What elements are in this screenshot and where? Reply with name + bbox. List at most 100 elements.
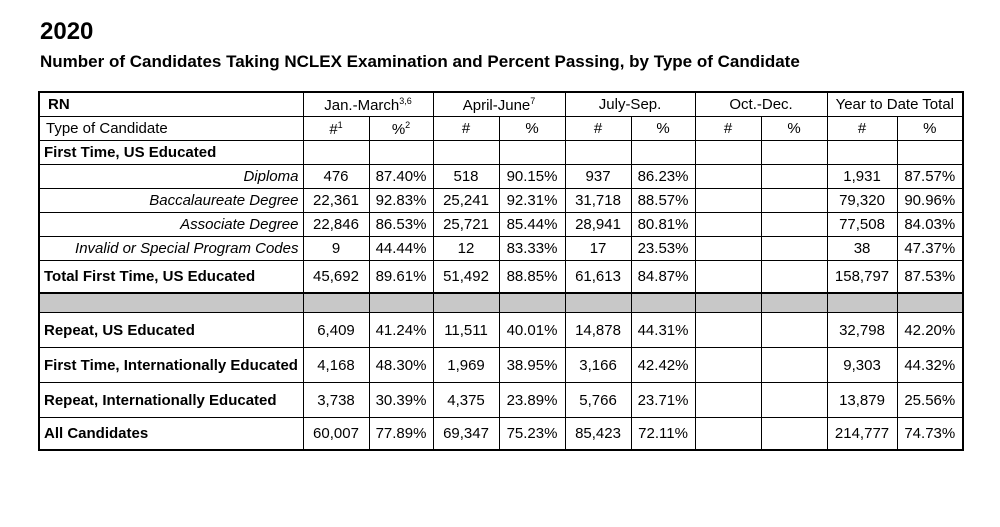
table-row: Baccalaureate Degree 22,361 92.83% 25,24… — [38, 188, 964, 213]
all-candidates-row: All Candidates 60,007 77.89% 69,347 75.2… — [38, 417, 964, 451]
cell-value: 86.23% — [630, 164, 696, 189]
cell-empty — [694, 236, 762, 261]
cell-value: 69,347 — [432, 417, 500, 451]
cell-empty — [694, 212, 762, 237]
row-label: All Candidates — [38, 417, 304, 451]
header-row: RN Jan.-March3,6 April-June7 July-Sep. O… — [38, 91, 964, 117]
cell-value: 1,931 — [826, 164, 898, 189]
page-subtitle: Number of Candidates Taking NCLEX Examin… — [40, 52, 800, 71]
cell-value: 77.89% — [368, 417, 434, 451]
cell-empty — [760, 312, 828, 348]
row-label: Repeat, Internationally Educated — [38, 382, 304, 418]
cell-value: 5,766 — [564, 382, 632, 418]
cell-empty — [760, 188, 828, 213]
cell-value: 42.42% — [630, 347, 696, 383]
cell-value: 1,969 — [432, 347, 500, 383]
row-label: Total First Time, US Educated — [38, 260, 304, 294]
cell-value: 90.15% — [498, 164, 566, 189]
cell-value: 44.31% — [630, 312, 696, 348]
row-label: Baccalaureate Degree — [38, 188, 304, 213]
subheader-q4-num: # — [694, 116, 762, 141]
row-label: Diploma — [38, 164, 304, 189]
cell-value: 518 — [432, 164, 500, 189]
header-q3: July-Sep. — [564, 91, 696, 117]
cell-empty — [760, 260, 828, 294]
cell-value: 80.81% — [630, 212, 696, 237]
cell-value: 61,613 — [564, 260, 632, 294]
cell-empty — [694, 164, 762, 189]
cell-value: 48.30% — [368, 347, 434, 383]
subheader-q3-num: # — [564, 116, 632, 141]
cell-value: 72.11% — [630, 417, 696, 451]
cell-value: 23.89% — [498, 382, 566, 418]
cell-value: 42.20% — [896, 312, 964, 348]
subheader-q2-pct: % — [498, 116, 566, 141]
cell-value: 51,492 — [432, 260, 500, 294]
cell-value: 75.23% — [498, 417, 566, 451]
cell-value: 87.57% — [896, 164, 964, 189]
cell-value: 4,168 — [302, 347, 370, 383]
subheader-q1-pct: %2 — [368, 116, 434, 141]
cell-value: 25,241 — [432, 188, 500, 213]
cell-value: 87.40% — [368, 164, 434, 189]
cell-value: 45,692 — [302, 260, 370, 294]
cell-value: 28,941 — [564, 212, 632, 237]
cell-value: 937 — [564, 164, 632, 189]
cell-value: 14,878 — [564, 312, 632, 348]
subheader-q2-num: # — [432, 116, 500, 141]
cell-value: 92.31% — [498, 188, 566, 213]
cell-value: 12 — [432, 236, 500, 261]
cell-value: 85,423 — [564, 417, 632, 451]
cell-value: 87.53% — [896, 260, 964, 294]
cell-value: 89.61% — [368, 260, 434, 294]
section-first-time-us: First Time, US Educated — [38, 140, 304, 165]
cell-value: 79,320 — [826, 188, 898, 213]
table-row: First Time, Internationally Educated 4,1… — [38, 347, 964, 383]
table-row: Associate Degree 22,846 86.53% 25,721 85… — [38, 212, 964, 237]
cell-value: 41.24% — [368, 312, 434, 348]
cell-value: 31,718 — [564, 188, 632, 213]
cell-empty — [760, 164, 828, 189]
subheader-ytd-pct: % — [896, 116, 964, 141]
row-label: First Time, Internationally Educated — [38, 347, 304, 383]
cell-value: 92.83% — [368, 188, 434, 213]
cell-value: 88.57% — [630, 188, 696, 213]
cell-value: 4,375 — [432, 382, 500, 418]
section-row: First Time, US Educated — [38, 140, 964, 165]
page-year: 2020 — [40, 18, 94, 45]
cell-empty — [760, 382, 828, 418]
table-row: Repeat, Internationally Educated 3,738 3… — [38, 382, 964, 418]
cell-value: 60,007 — [302, 417, 370, 451]
header-q1: Jan.-March3,6 — [302, 91, 434, 117]
cell-value: 85.44% — [498, 212, 566, 237]
cell-value: 47.37% — [896, 236, 964, 261]
cell-value: 9,303 — [826, 347, 898, 383]
cell-value: 74.73% — [896, 417, 964, 451]
cell-empty — [760, 347, 828, 383]
cell-empty — [760, 212, 828, 237]
cell-value: 23.71% — [630, 382, 696, 418]
cell-value: 3,738 — [302, 382, 370, 418]
header-rn: RN — [38, 91, 304, 117]
cell-value: 17 — [564, 236, 632, 261]
cell-value: 11,511 — [432, 312, 500, 348]
cell-empty — [694, 312, 762, 348]
cell-value: 38 — [826, 236, 898, 261]
row-label: Associate Degree — [38, 212, 304, 237]
row-label: Invalid or Special Program Codes — [38, 236, 304, 261]
cell-value: 6,409 — [302, 312, 370, 348]
cell-value: 214,777 — [826, 417, 898, 451]
cell-empty — [760, 417, 828, 451]
header-ytd: Year to Date Total — [826, 91, 964, 117]
total-row: Total First Time, US Educated 45,692 89.… — [38, 260, 964, 294]
cell-empty — [694, 382, 762, 418]
row-label: Repeat, US Educated — [38, 312, 304, 348]
cell-value: 90.96% — [896, 188, 964, 213]
cell-value: 38.95% — [498, 347, 566, 383]
cell-value: 25.56% — [896, 382, 964, 418]
cell-value: 84.03% — [896, 212, 964, 237]
table-row: Repeat, US Educated 6,409 41.24% 11,511 … — [38, 312, 964, 348]
cell-empty — [694, 188, 762, 213]
cell-value: 32,798 — [826, 312, 898, 348]
cell-value: 83.33% — [498, 236, 566, 261]
